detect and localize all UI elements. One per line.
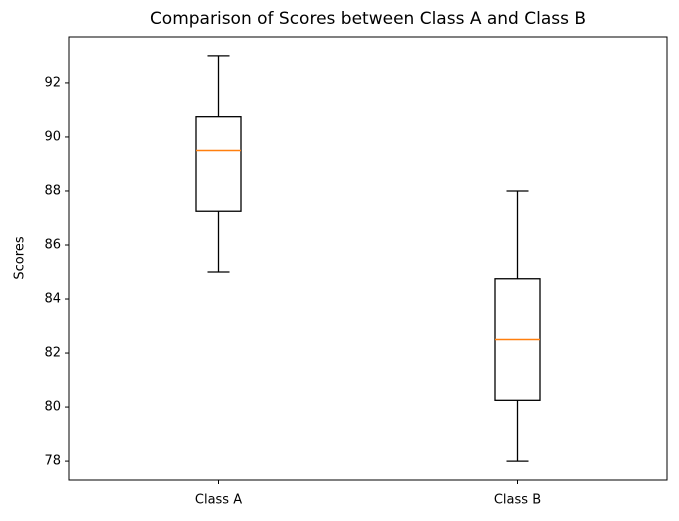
y-axis-label: Scores (13, 236, 28, 279)
y-tick-label: 86 (44, 237, 61, 252)
chart-title: Comparison of Scores between Class A and… (150, 9, 586, 29)
y-tick-label: 78 (44, 454, 61, 469)
y-tick-label: 84 (44, 292, 61, 307)
y-tick-label: 92 (44, 75, 61, 90)
y-tick-label: 80 (44, 400, 61, 415)
y-tick-label: 88 (44, 183, 61, 198)
x-tick-label: Class A (195, 493, 242, 508)
y-tick-label: 82 (44, 346, 61, 361)
box (195, 116, 242, 212)
x-tick-label: Class B (494, 493, 541, 508)
y-tick-label: 90 (44, 129, 61, 144)
plot-frame (68, 36, 668, 481)
